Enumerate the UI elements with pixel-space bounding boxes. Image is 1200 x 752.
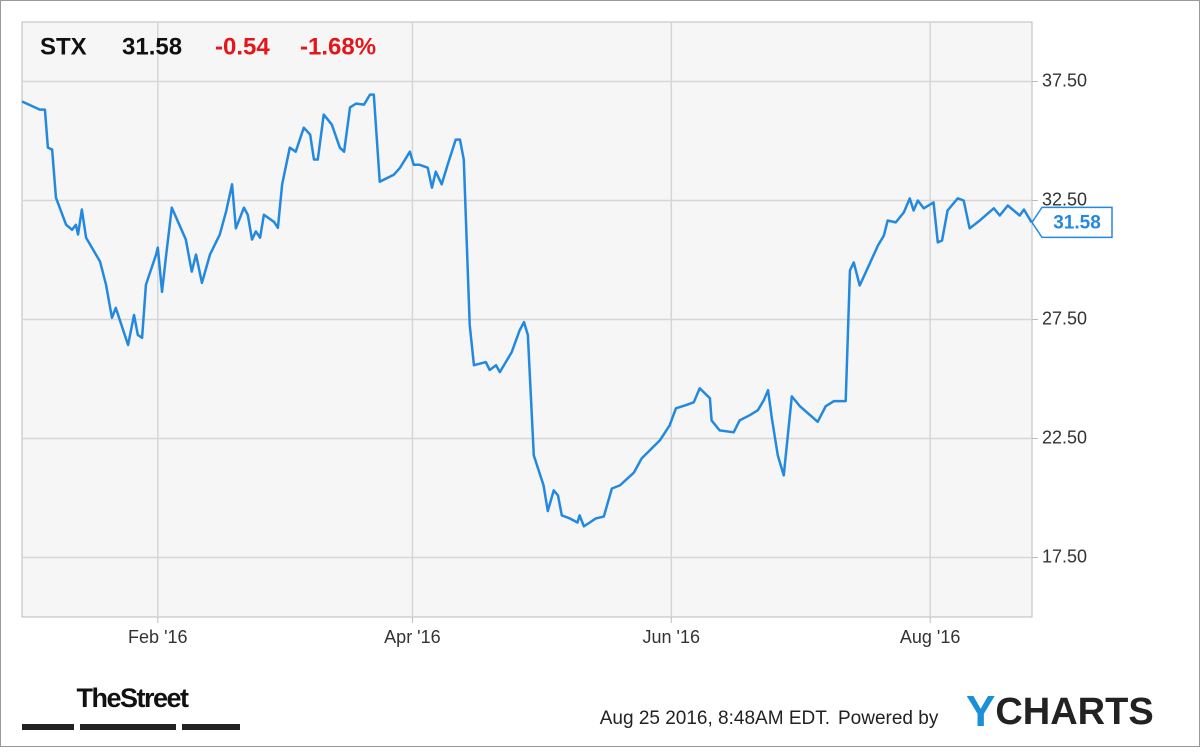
- grid: [22, 22, 1032, 617]
- y-tick-label: 37.50: [1042, 70, 1087, 90]
- last-value-label: 31.58: [1053, 212, 1101, 233]
- x-tick-label: Jun '16: [643, 627, 700, 647]
- source-logo: TheStreet: [76, 683, 189, 713]
- powered-by: Powered by: [838, 708, 939, 729]
- logo-bar: [80, 724, 176, 730]
- y-tick-label: 17.50: [1042, 546, 1087, 566]
- brand-logo: YCHARTS: [966, 687, 1154, 736]
- x-tick-label: Apr '16: [384, 627, 440, 647]
- ticker: STX: [40, 33, 87, 60]
- y-tick-label: 27.50: [1042, 308, 1087, 328]
- x-tick-label: Feb '16: [128, 627, 187, 647]
- timestamp: Aug 25 2016, 8:48AM EDT.: [600, 708, 830, 729]
- marks: [21, 93, 1033, 528]
- logo-bar: [182, 724, 240, 730]
- x-tick-label: Aug '16: [900, 627, 961, 647]
- y-tick-label: 32.50: [1042, 189, 1087, 209]
- change: -0.54: [215, 33, 270, 60]
- price: 31.58: [122, 33, 182, 60]
- price-line: [21, 93, 1033, 528]
- last-value-flag: [1031, 206, 1113, 239]
- y-tick-label: 22.50: [1042, 427, 1087, 447]
- change-percent: -1.68%: [300, 33, 376, 60]
- logo-bar: [22, 724, 74, 730]
